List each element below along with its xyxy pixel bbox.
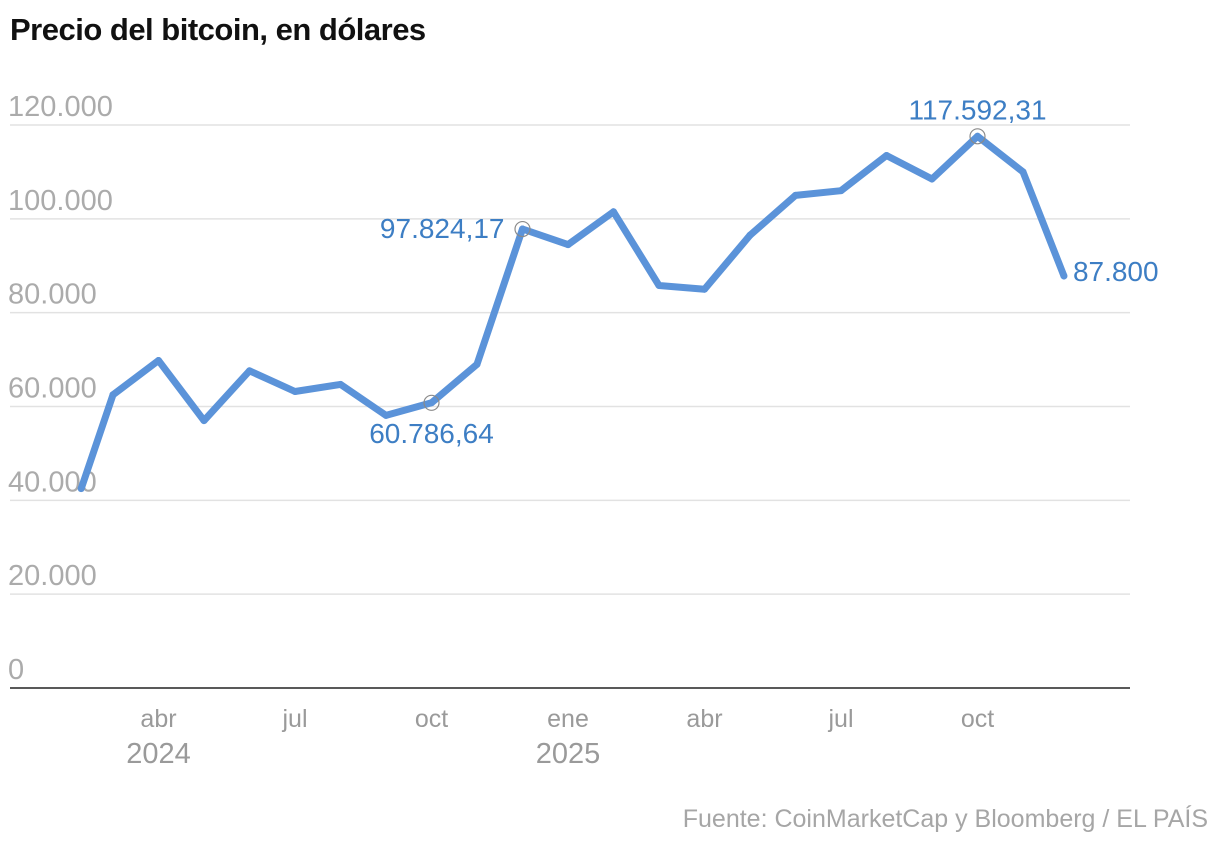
data-label: 97.824,17 bbox=[380, 213, 505, 244]
data-label: 60.786,64 bbox=[369, 418, 494, 449]
x-year-label: 2024 bbox=[126, 738, 191, 770]
data-point bbox=[746, 231, 754, 239]
data-point bbox=[109, 391, 117, 399]
data-point bbox=[928, 175, 936, 183]
data-point bbox=[200, 417, 208, 425]
data-point bbox=[792, 191, 799, 199]
y-tick-label: 120.000 bbox=[8, 91, 113, 123]
data-point bbox=[564, 241, 572, 249]
data-point bbox=[77, 485, 85, 493]
chart-title: Precio del bitcoin, en dólares bbox=[10, 12, 426, 47]
annotation-marker bbox=[423, 394, 440, 411]
data-point bbox=[610, 208, 617, 216]
y-tick-label: 100.000 bbox=[8, 185, 113, 217]
x-tick-label: ene bbox=[547, 705, 589, 733]
data-point bbox=[701, 285, 708, 293]
x-tick-label: oct bbox=[415, 705, 448, 733]
gridlines bbox=[10, 124, 1130, 595]
data-point bbox=[1060, 272, 1068, 280]
data-point bbox=[655, 281, 663, 289]
x-axis-tick-labels: abr 2024 jul oct ene 2025 abr jul oct bbox=[126, 705, 994, 770]
data-point bbox=[519, 225, 526, 233]
y-tick-label: 20.000 bbox=[8, 560, 97, 592]
data-point bbox=[837, 187, 845, 195]
annotations: 60.786,64 97.824,17 117.592,31 87.800 bbox=[369, 94, 1158, 449]
data-point bbox=[291, 387, 299, 395]
annotation-marker bbox=[514, 220, 531, 238]
series-layer bbox=[77, 132, 1068, 493]
data-point bbox=[1019, 168, 1027, 176]
x-tick-label: oct bbox=[961, 705, 994, 733]
x-tick-label: abr bbox=[686, 705, 722, 733]
data-point bbox=[382, 411, 390, 419]
data-point bbox=[473, 360, 481, 368]
y-tick-label: 60.000 bbox=[8, 373, 97, 405]
data-point bbox=[974, 132, 981, 140]
chart-source: Fuente: CoinMarketCap y Bloomberg / EL P… bbox=[682, 805, 1208, 833]
x-year-label: 2025 bbox=[536, 738, 601, 770]
data-label: 87.800 bbox=[1073, 256, 1159, 287]
x-tick-label: jul bbox=[281, 705, 307, 733]
data-point bbox=[155, 357, 162, 365]
x-tick-label: jul bbox=[827, 705, 853, 733]
y-tick-label: 0 bbox=[8, 654, 24, 686]
data-point bbox=[246, 367, 253, 375]
data-point bbox=[337, 380, 344, 388]
data-point bbox=[428, 399, 435, 407]
x-tick-label: abr bbox=[140, 705, 176, 733]
y-tick-label: 80.000 bbox=[8, 279, 97, 311]
annotation-marker bbox=[969, 128, 986, 145]
data-point bbox=[883, 151, 890, 159]
data-label: 117.592,31 bbox=[908, 94, 1046, 125]
